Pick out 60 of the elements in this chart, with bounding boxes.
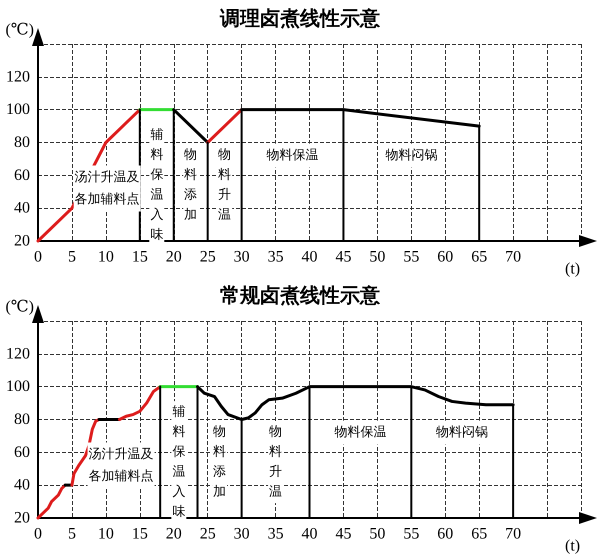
annotation: 辅料保温入味 <box>172 404 186 520</box>
chart-title: 常规卤煮线性示意 <box>220 284 381 307</box>
y-tick-label: 20 <box>14 510 30 526</box>
y-tick-label: 60 <box>14 444 30 461</box>
y-tick-label: 60 <box>14 166 30 184</box>
y-tick-label: 120 <box>6 68 30 86</box>
x-tick-label: 70 <box>505 248 522 266</box>
x-tick-label: 0 <box>34 248 42 266</box>
x-tick-label: 65 <box>471 248 488 266</box>
x-tick-label: 40 <box>302 526 318 542</box>
x-tick-label: 15 <box>132 248 148 266</box>
x-tick-label: 50 <box>369 526 386 542</box>
x-tick-label: 5 <box>68 248 76 266</box>
x-tick-label: 10 <box>98 248 114 266</box>
x-tick-label: 55 <box>403 526 420 542</box>
x-tick-label: 25 <box>200 526 216 542</box>
x-tick-label: 30 <box>234 526 250 542</box>
x-axis-title: (t) <box>565 538 580 554</box>
x-tick-label: 20 <box>166 248 182 266</box>
x-tick-label: 45 <box>335 248 352 266</box>
annotation: 物料升温 <box>269 424 282 500</box>
x-tick-label: 30 <box>234 248 250 266</box>
x-tick-label: 45 <box>335 526 352 542</box>
x-tick-label: 40 <box>302 248 318 266</box>
y-tick-label: 120 <box>6 345 30 362</box>
x-tick-label: 65 <box>471 526 488 542</box>
x-tick-label: 35 <box>268 526 284 542</box>
x-tick-label: 10 <box>98 526 114 542</box>
x-tick-label: 60 <box>437 526 454 542</box>
annotation: 汤汁升温及各加辅料点 <box>74 170 140 207</box>
y-axis-title: (℃) <box>5 22 34 38</box>
x-tick-label: 50 <box>369 248 386 266</box>
y-axis-title: (℃) <box>5 298 34 316</box>
y-tick-label: 40 <box>14 200 30 217</box>
annotation: 物料保温 <box>334 425 386 440</box>
y-tick-label: 100 <box>6 378 30 396</box>
y-tick-label: 80 <box>14 411 30 428</box>
annotation: 汤汁升温及各加辅料点 <box>88 446 154 484</box>
x-tick-label: 60 <box>437 248 454 266</box>
y-tick-label: 40 <box>14 476 30 494</box>
x-tick-label: 15 <box>132 526 148 542</box>
x-tick-label: 25 <box>200 248 216 266</box>
x-tick-label: 0 <box>34 526 42 542</box>
annotation: 物料添加 <box>184 148 198 223</box>
annotation: 物料闷锅 <box>385 148 438 164</box>
annotation: 物料保温 <box>266 148 319 164</box>
x-tick-label: 35 <box>268 248 284 266</box>
x-tick-label: 20 <box>166 526 182 542</box>
x-tick-label: 70 <box>505 526 522 542</box>
annotation: 辅料保温入味 <box>150 128 164 243</box>
chart-title: 调理卤煮线性示意 <box>219 7 381 30</box>
x-tick-label: 5 <box>68 526 76 542</box>
annotation: 物料闷锅 <box>436 425 488 440</box>
y-tick-label: 20 <box>14 232 30 250</box>
annotation: 物料添加 <box>213 424 226 500</box>
y-tick-label: 80 <box>14 134 30 151</box>
x-tick-label: 55 <box>403 248 420 266</box>
x-axis-title: (t) <box>565 260 580 278</box>
annotation: 物料升温 <box>218 148 232 223</box>
y-tick-label: 100 <box>6 101 30 118</box>
